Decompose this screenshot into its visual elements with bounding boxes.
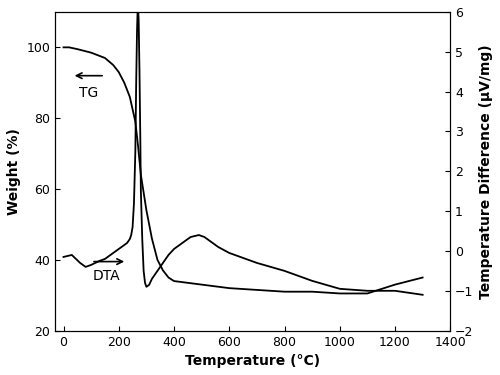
Text: DTA: DTA [92, 268, 120, 283]
Y-axis label: Temperature Difference (μV/mg): Temperature Difference (μV/mg) [479, 44, 493, 298]
Y-axis label: Weight (%): Weight (%) [7, 128, 21, 215]
X-axis label: Temperature (°C): Temperature (°C) [185, 354, 320, 368]
Text: TG: TG [78, 86, 98, 100]
